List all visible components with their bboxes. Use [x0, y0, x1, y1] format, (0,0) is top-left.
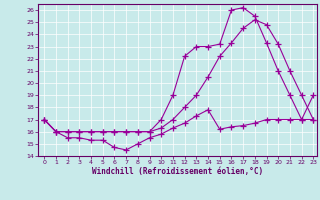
X-axis label: Windchill (Refroidissement éolien,°C): Windchill (Refroidissement éolien,°C) — [92, 167, 263, 176]
